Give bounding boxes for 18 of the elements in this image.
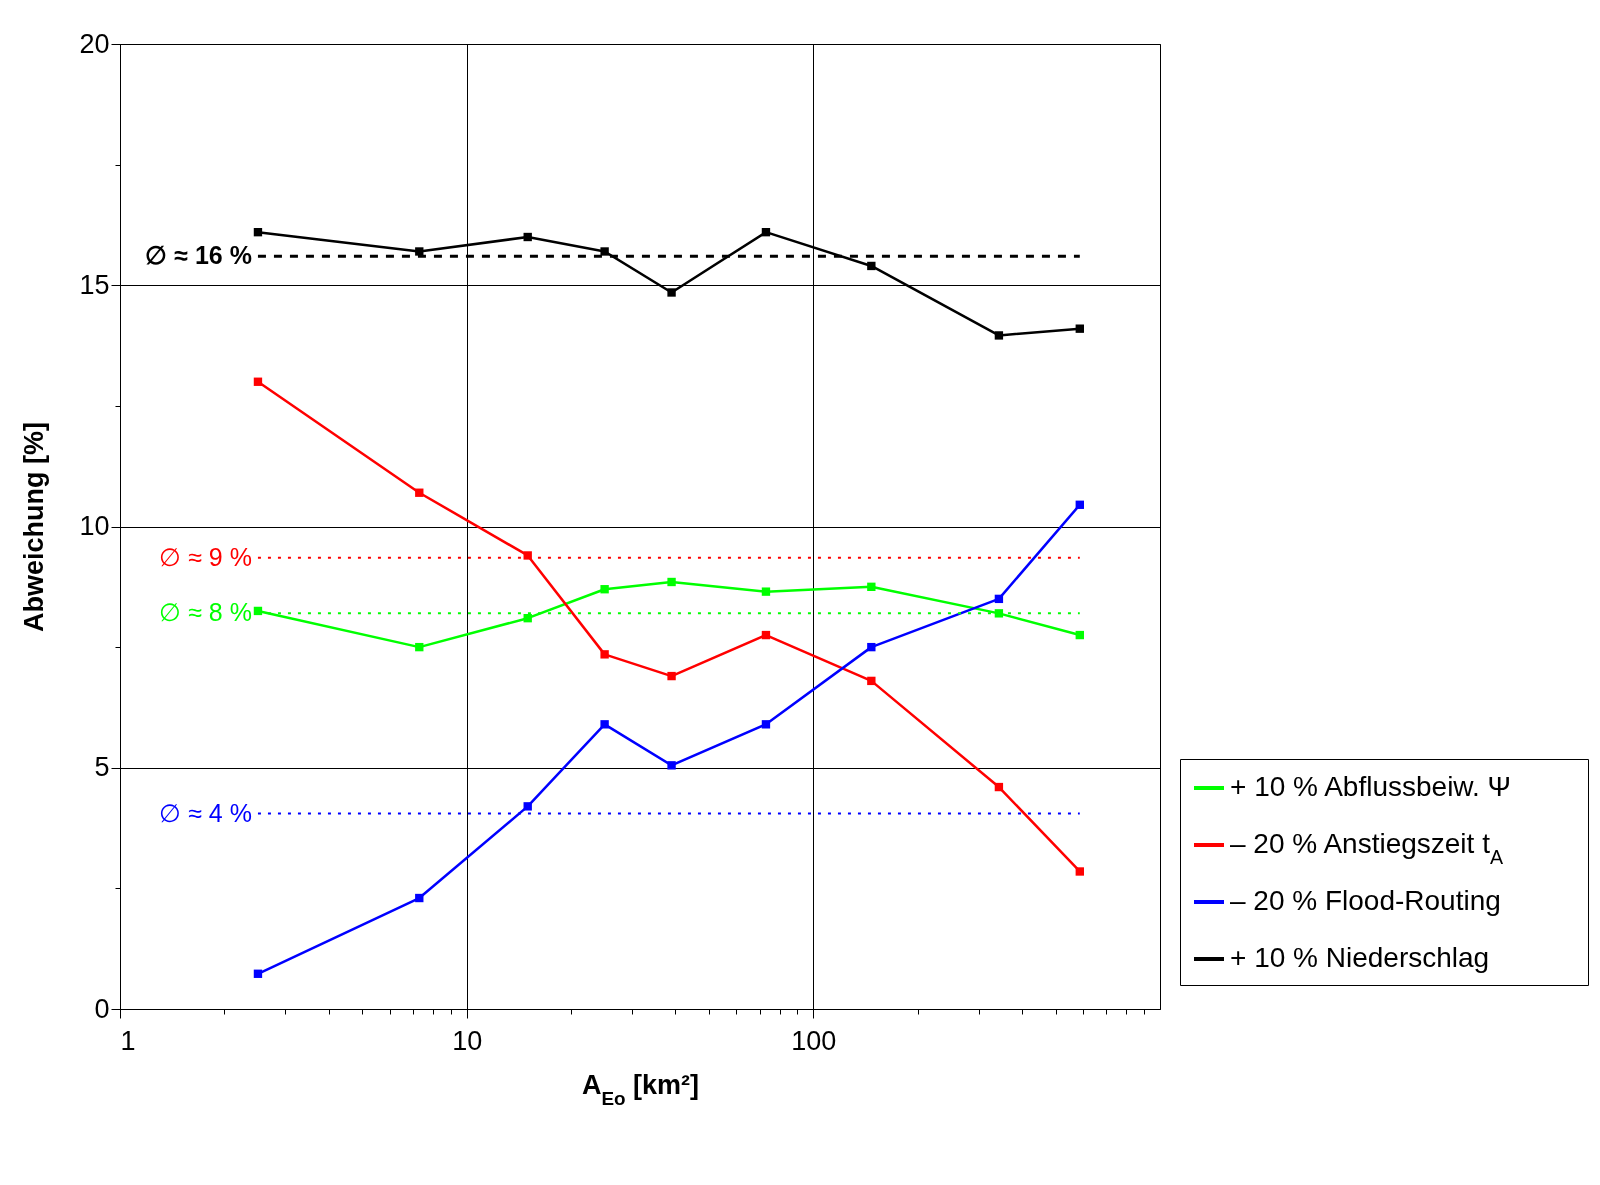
x-axis-title: A$_{Eo}$ [km²] xyxy=(581,1069,700,1108)
y-axis-title: Abweichung [%] xyxy=(19,422,50,632)
x-tick-label: 10 xyxy=(452,1025,483,1056)
legend-label: + 10 % Niederschlag xyxy=(1230,942,1490,973)
y-tick-label: 5 xyxy=(94,752,110,783)
ref-line-label: ∅ ≈ 4 % xyxy=(159,798,252,827)
y-tick-label: 10 xyxy=(79,511,110,541)
y-tick-label: 20 xyxy=(79,28,110,59)
x-tick-label: 100 xyxy=(791,1025,837,1056)
x-tick-label: 1 xyxy=(120,1025,136,1056)
legend-label: + 10 % Abflussbeiw. Ψ xyxy=(1230,771,1511,802)
ref-line-label: ∅ ≈ 16 % xyxy=(145,241,252,270)
ref-line-label: ∅ ≈ 9 % xyxy=(159,542,252,571)
legend-label: – 20 % Flood-Routing xyxy=(1230,885,1501,916)
ref-line-label: ∅ ≈ 8 % xyxy=(159,598,252,627)
legend-label: – 20 % Anstiegszeit t$_{A}$ xyxy=(1230,828,1504,868)
y-tick-label: 0 xyxy=(94,993,110,1024)
y-tick-label: 15 xyxy=(79,269,110,300)
